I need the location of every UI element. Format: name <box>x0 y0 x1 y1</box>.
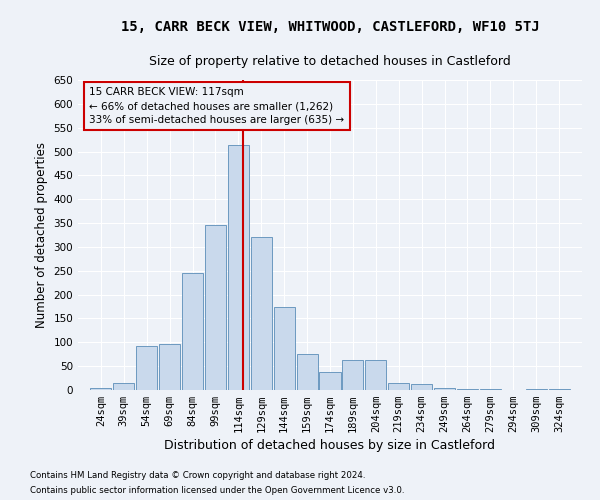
Bar <box>296 354 317 390</box>
Bar <box>251 238 272 390</box>
Text: 15, CARR BECK VIEW, WHITWOOD, CASTLEFORD, WF10 5TJ: 15, CARR BECK VIEW, WHITWOOD, CASTLEFORD… <box>121 20 539 34</box>
X-axis label: Distribution of detached houses by size in Castleford: Distribution of detached houses by size … <box>164 440 496 452</box>
Bar <box>113 383 134 390</box>
Bar <box>319 372 341 390</box>
Text: 15 CARR BECK VIEW: 117sqm
← 66% of detached houses are smaller (1,262)
33% of se: 15 CARR BECK VIEW: 117sqm ← 66% of detac… <box>89 87 344 125</box>
Bar <box>411 384 432 390</box>
Y-axis label: Number of detached properties: Number of detached properties <box>35 142 48 328</box>
Bar <box>274 308 295 390</box>
Bar <box>434 388 455 390</box>
Bar <box>457 389 478 390</box>
Text: Contains HM Land Registry data © Crown copyright and database right 2024.: Contains HM Land Registry data © Crown c… <box>30 471 365 480</box>
Text: Contains public sector information licensed under the Open Government Licence v3: Contains public sector information licen… <box>30 486 404 495</box>
Bar <box>159 344 180 390</box>
Bar <box>480 389 501 390</box>
Bar <box>205 224 226 390</box>
Bar <box>91 388 112 390</box>
Bar <box>136 346 157 390</box>
Bar <box>228 146 249 390</box>
Bar <box>365 360 386 390</box>
Bar <box>343 360 364 390</box>
Text: Size of property relative to detached houses in Castleford: Size of property relative to detached ho… <box>149 55 511 68</box>
Bar <box>182 273 203 390</box>
Bar <box>548 389 569 390</box>
Bar <box>388 383 409 390</box>
Bar <box>526 388 547 390</box>
